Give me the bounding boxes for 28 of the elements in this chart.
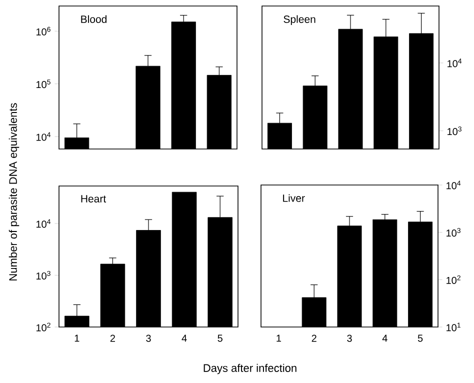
text: Liver <box>283 194 305 202</box>
y-axis-title: Number of parasite DNA equivalents <box>8 103 20 280</box>
text: Spleen <box>284 15 316 26</box>
x-tick-label: 2 <box>110 334 115 342</box>
y2-tick-label: 10$^{3}$ <box>446 228 460 237</box>
y-tick-label: 10$^{4}$ <box>36 132 51 141</box>
y2-tick-label: 10$^{1}$ <box>446 322 460 332</box>
x-axis-title: Days after infection <box>204 364 296 374</box>
x-tick-label: 5 <box>218 334 222 342</box>
x-tick-label: 4 <box>382 334 388 342</box>
y-tick-label: 10$^{6}$ <box>36 26 50 36</box>
x-tick-label: 5 <box>418 334 423 342</box>
x-tick-label: 1 <box>74 334 80 342</box>
text: Heart <box>81 195 106 202</box>
y-tick-label: 10$^{5}$ <box>36 80 50 88</box>
x-tick-label: 3 <box>347 334 352 342</box>
x-tick-label: 3 <box>146 334 151 342</box>
y2-tick-label: 10$^{4}$ <box>448 58 462 68</box>
y-tick-label: 10$^{2}$ <box>36 322 50 332</box>
x-tick-label: 1 <box>276 334 281 342</box>
y-tick-label: 10$^{4}$ <box>36 219 51 228</box>
text: Blood <box>81 15 106 23</box>
y-tick-label: 10$^{3}$ <box>36 270 50 280</box>
y2-tick-label: 10$^{3}$ <box>448 126 462 136</box>
y2-tick-label: 10$^{4}$ <box>446 180 461 190</box>
x-tick-label: 4 <box>182 334 187 342</box>
y2-tick-label: 10$^{2}$ <box>446 275 460 284</box>
x-tick-label: 2 <box>312 334 316 342</box>
